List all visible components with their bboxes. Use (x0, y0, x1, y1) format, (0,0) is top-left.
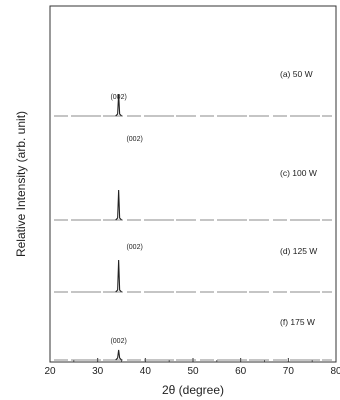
peak-label: (002) (126, 244, 142, 251)
x-axis: 20 30 40 50 60 70 80 (44, 358, 340, 377)
x-tick-label: 60 (235, 366, 247, 377)
series-label: (f) 175 W (280, 317, 315, 327)
peak-line (115, 189, 123, 221)
plot-frame (49, 5, 337, 363)
series-label: (c) 100 W (280, 168, 317, 178)
series-trace: (002) (c) 100 W (54, 136, 332, 221)
traces: (002) (a) 50 W (002) (c) 100 W (002) (d) 125 … (54, 69, 332, 361)
series-label: (a) 50 W (280, 69, 313, 79)
x-tick-label: 50 (187, 366, 199, 377)
series-trace: (002) (a) 50 W (54, 69, 332, 117)
x-axis-label: 2θ (degree) (162, 383, 224, 397)
x-tick-label: 20 (44, 366, 56, 377)
peak-line (115, 349, 123, 361)
series-trace: (002) (f) 175 W (54, 317, 332, 361)
y-axis-label: Relative Intensity (arb. unit) (14, 111, 28, 257)
peak-line (115, 259, 123, 293)
series-trace: (002) (d) 125 W (54, 244, 332, 293)
peak-label: (002) (110, 94, 126, 101)
series-label: (d) 125 W (280, 246, 317, 256)
x-tick-label: 80 (330, 366, 340, 377)
x-tick-label: 40 (140, 366, 152, 377)
peak-line (115, 93, 123, 117)
peak-label: (002) (110, 338, 126, 345)
x-tick-label: 30 (92, 366, 104, 377)
peak-label: (002) (126, 136, 142, 143)
x-tick-label: 70 (283, 366, 295, 377)
